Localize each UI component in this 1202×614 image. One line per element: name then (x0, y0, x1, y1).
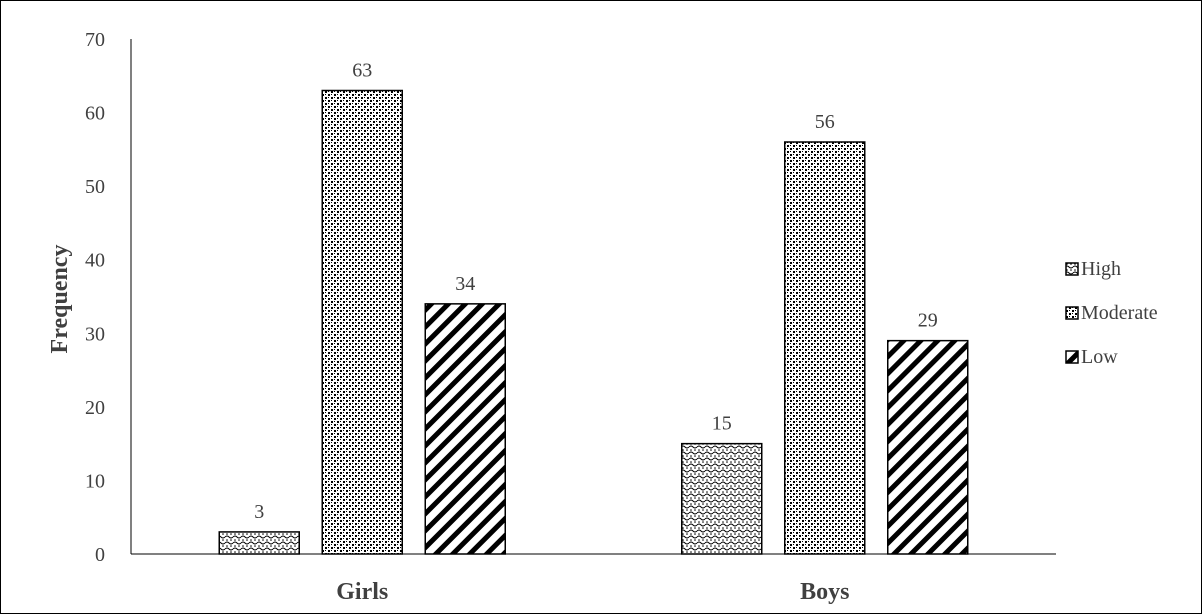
data-label: 3 (254, 501, 264, 523)
bar-boys-high (681, 442, 763, 555)
y-axis-ticks: 0 10 20 30 40 50 60 70 (85, 29, 105, 566)
data-label: 34 (455, 273, 475, 295)
bar-boys-low (887, 339, 969, 555)
legend-swatch (1065, 350, 1079, 364)
legend: High Moderate Low (1065, 258, 1158, 368)
legend-label: Moderate (1081, 302, 1158, 324)
y-tick-label: 70 (85, 29, 105, 51)
legend-label: High (1081, 258, 1121, 280)
y-tick-label: 30 (85, 323, 105, 345)
category-labels: Girls Boys (336, 579, 849, 605)
legend-swatch (1065, 306, 1079, 320)
data-label: 56 (815, 111, 835, 133)
data-label: 15 (712, 413, 732, 435)
legend-item-low: Low (1065, 346, 1118, 368)
y-tick-label: 0 (95, 544, 105, 566)
bar-girls-moderate (321, 89, 403, 555)
legend-item-moderate: Moderate (1065, 302, 1158, 324)
bar-girls-low (424, 303, 506, 555)
y-tick-label: 10 (85, 470, 105, 492)
bar-boys-moderate (784, 141, 866, 555)
legend-item-high: High (1065, 258, 1121, 280)
y-tick-label: 60 (85, 103, 105, 125)
data-labels: 3 63 34 15 56 29 (254, 60, 938, 523)
y-axis-title: Frequency (47, 245, 73, 354)
y-tick-label: 40 (85, 250, 105, 272)
bars (218, 89, 969, 555)
y-tick-label: 50 (85, 176, 105, 198)
y-tick-label: 20 (85, 397, 105, 419)
bar-girls-high (218, 531, 300, 555)
data-label: 29 (918, 310, 938, 332)
category-label-boys: Boys (800, 579, 849, 605)
legend-swatch (1065, 262, 1079, 276)
data-label: 63 (352, 60, 372, 82)
legend-label: Low (1081, 346, 1118, 368)
category-label-girls: Girls (336, 579, 388, 605)
